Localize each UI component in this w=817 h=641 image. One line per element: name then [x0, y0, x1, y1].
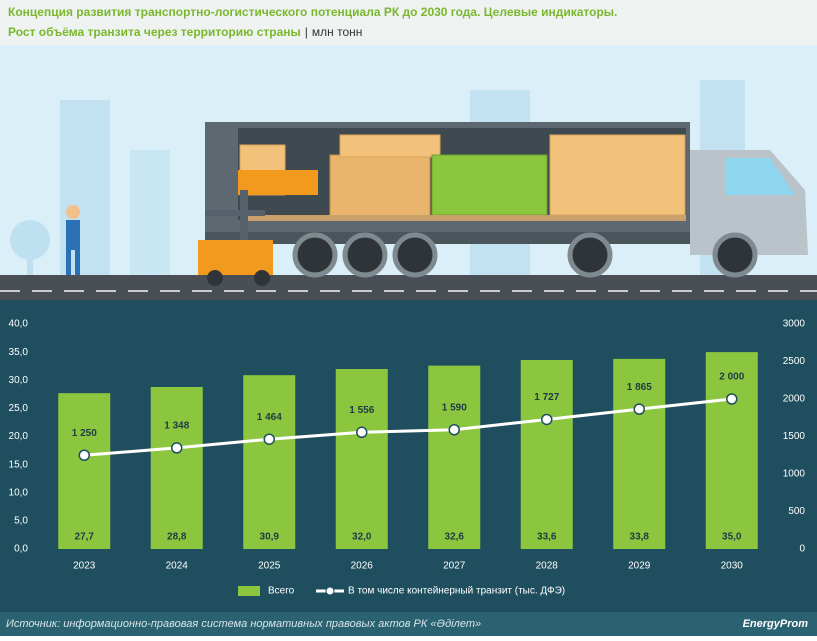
point-label: 2 000 [719, 372, 744, 383]
bar [705, 352, 758, 549]
point-label: 1 727 [534, 392, 559, 403]
x-tick-label: 2026 [351, 561, 374, 572]
y2-tick-label: 1000 [783, 469, 806, 480]
logo: EnergyProm [743, 618, 809, 630]
chart-bg [0, 300, 817, 612]
x-tick-label: 2023 [73, 561, 96, 572]
y2-tick-label: 0 [799, 544, 805, 555]
y-tick-label: 35,0 [9, 347, 29, 358]
unit: млн тонн [312, 25, 363, 39]
bar-label: 28,8 [167, 532, 187, 543]
plot: 0,0 5,0 10,0 15,0 20,0 25,0 30,0 35,0 40,0 0 500 10… [9, 319, 806, 597]
y2-tick-label: 2000 [783, 394, 806, 405]
point-label: 1 464 [257, 412, 282, 423]
bar [428, 365, 481, 549]
bar-label: 32,0 [352, 532, 372, 543]
point [448, 424, 460, 436]
y-tick-label: 40,0 [9, 319, 29, 330]
x-tick-label: 2028 [536, 561, 559, 572]
subtitle: Рост объёма транзита через территорию ст… [8, 25, 362, 39]
line [84, 397, 732, 457]
legend-swatch [238, 586, 260, 596]
y-tick-label: 5,0 [14, 516, 28, 527]
separator: | [305, 25, 308, 39]
point-label: 1 556 [349, 405, 374, 416]
legend-swatch [325, 586, 335, 596]
point-label: 1 590 [442, 402, 467, 413]
illustration [0, 45, 817, 300]
bar-label: 30,9 [260, 532, 280, 543]
bar [58, 393, 111, 549]
bar [335, 369, 388, 549]
source: Источник: информационно-правовая система… [6, 618, 481, 630]
y2-tick-label: 1500 [783, 431, 806, 442]
y2-tick-label: 500 [788, 506, 805, 517]
x-tick-label: 2029 [628, 561, 651, 572]
y-tick-label: 30,0 [9, 375, 29, 386]
bar-label: 32,6 [445, 532, 465, 543]
point-label: 1 348 [164, 421, 189, 432]
y-tick-label: 15,0 [9, 459, 29, 470]
bar-label: 33,8 [630, 532, 650, 543]
point-label: 1 865 [627, 382, 652, 393]
y-tick-label: 25,0 [9, 403, 29, 414]
bar [520, 360, 573, 549]
x-tick-label: 2025 [258, 561, 281, 572]
point-label: 1 250 [72, 428, 97, 439]
y-tick-label: 0,0 [14, 544, 28, 555]
bar-label: 35,0 [722, 532, 742, 543]
bar [613, 358, 666, 549]
footer-bg [0, 612, 817, 636]
subtitle-text: Рост объёма транзита через территорию ст… [8, 25, 301, 39]
point [633, 403, 645, 415]
legend-label: В том числе контейнерный транзит (тыс. Д… [348, 586, 565, 597]
bar-label: 33,6 [537, 532, 557, 543]
header-bg [0, 0, 817, 45]
x-tick-label: 2027 [443, 561, 466, 572]
bar [243, 375, 296, 549]
y2-tick-label: 3000 [783, 319, 806, 330]
x-tick-label: 2030 [721, 561, 744, 572]
bar-label: 27,7 [75, 532, 95, 543]
y-tick-label: 10,0 [9, 487, 29, 498]
bar [150, 387, 203, 549]
point [726, 393, 738, 405]
point [541, 413, 553, 426]
y2-tick-label: 2500 [783, 356, 806, 367]
title: Концепция развития транспортно-логистиче… [8, 5, 617, 19]
point [78, 449, 90, 461]
y-tick-label: 20,0 [9, 431, 29, 442]
point [356, 426, 368, 439]
point [263, 433, 275, 445]
legend-label: Всего [268, 586, 295, 597]
point [171, 442, 183, 454]
x-tick-label: 2024 [166, 561, 189, 572]
